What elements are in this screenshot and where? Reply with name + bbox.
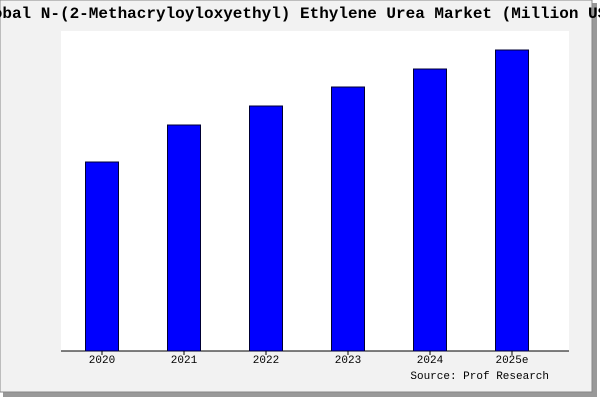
x-tick-label: 2025e [495,355,528,367]
bar [495,49,529,352]
bar [85,161,119,352]
bar [167,124,201,352]
x-tick-label: 2021 [171,355,198,367]
chart-title: Global N-(2-Methacryloyloxyethyl) Ethyle… [0,5,600,23]
source-note: Source: Prof Research [410,371,549,383]
x-tick-label: 2020 [89,355,115,367]
bar [413,68,447,352]
bar [331,86,365,352]
x-tick-label: 2024 [417,355,444,367]
x-tick-label: 2023 [335,355,361,367]
bar [249,105,283,352]
x-tick-label: 2022 [253,355,279,367]
plot-area [61,31,569,351]
